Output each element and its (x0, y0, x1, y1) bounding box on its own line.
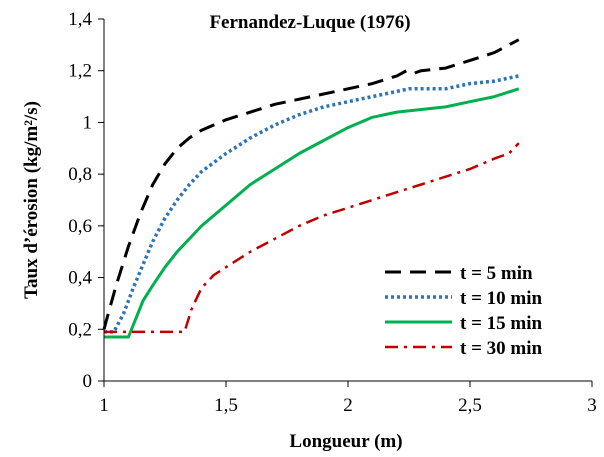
y-tick-label: 0 (83, 371, 93, 392)
series-line-2 (104, 74, 520, 334)
y-tick-label: 1 (83, 112, 93, 133)
series-line-3 (104, 87, 520, 339)
x-tick-label: 3 (587, 395, 597, 416)
y-axis-title: Taux d’érosion (kg/m²/s) (21, 101, 42, 299)
series-line-1 (102, 38, 520, 330)
y-axis: 0 0,2 0,4 0,6 0,8 1 1,2 1,4 (68, 9, 105, 392)
x-tick-label: 2 (343, 395, 353, 416)
y-tick-label: 0,6 (68, 216, 92, 237)
x-axis: 1 1,5 2 2,5 3 (99, 380, 597, 416)
legend: t = 5 min t = 10 min t = 15 min t = 30 min (385, 263, 543, 359)
y-tick-label: 1,2 (68, 61, 92, 82)
chart-title: Fernandez-Luque (1976) (209, 12, 410, 33)
legend-label-3: t = 15 min (460, 313, 543, 334)
x-axis-title: Longueur (m) (289, 431, 402, 452)
legend-label-4: t = 30 min (460, 338, 543, 359)
y-tick-label: 1,4 (68, 9, 92, 30)
x-tick-label: 1 (99, 395, 109, 416)
series-line-4 (104, 142, 520, 334)
y-tick-label: 0,4 (68, 268, 92, 289)
plot-area (102, 38, 520, 339)
legend-label-2: t = 10 min (460, 288, 543, 309)
legend-label-1: t = 5 min (460, 263, 533, 284)
x-tick-label: 2,5 (458, 395, 482, 416)
y-tick-label: 0,8 (68, 164, 92, 185)
y-tick-label: 0,2 (68, 319, 92, 340)
x-tick-label: 1,5 (214, 395, 238, 416)
